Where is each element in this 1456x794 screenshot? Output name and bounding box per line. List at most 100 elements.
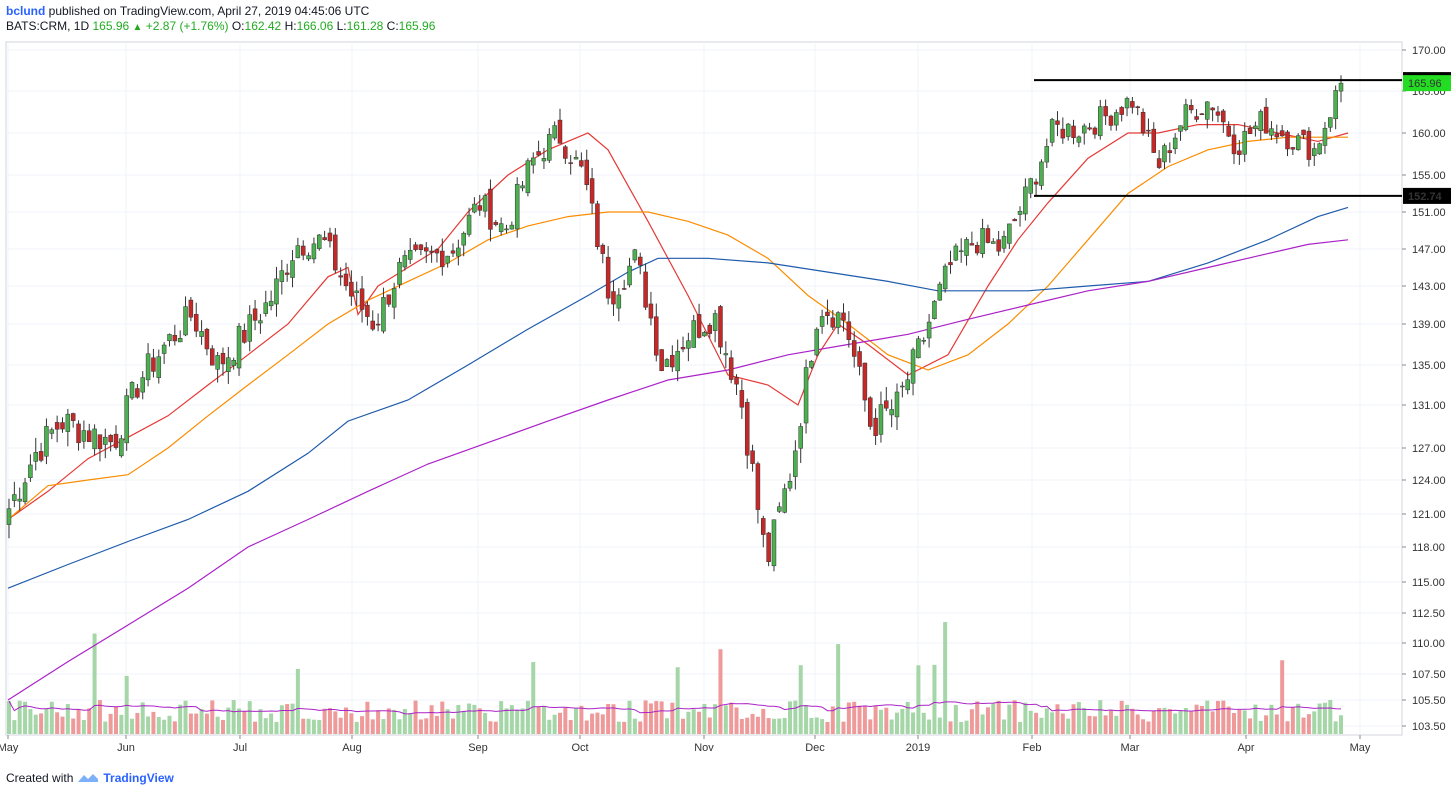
candle-body <box>365 304 370 317</box>
volume-bar <box>402 708 407 734</box>
price-axis[interactable]: 170.00165.00160.00155.00151.00147.00143.… <box>1402 45 1451 733</box>
candle-body <box>563 146 568 159</box>
candle-body <box>38 451 44 461</box>
volume-bar <box>541 706 546 734</box>
volume-bar <box>499 701 504 734</box>
volume-bar <box>317 719 322 734</box>
candle-body <box>1258 111 1264 131</box>
volume-bar <box>659 701 664 734</box>
volume-bar <box>681 718 686 734</box>
candle-body <box>1092 127 1098 135</box>
volume-bar <box>1306 714 1311 734</box>
candle-body <box>86 430 92 443</box>
volume-bar <box>1328 700 1333 734</box>
volume-bar <box>664 718 669 734</box>
volume-bar <box>220 719 225 734</box>
volume-bar <box>1087 715 1092 734</box>
candle-body <box>771 519 777 567</box>
candle-body <box>1290 147 1296 150</box>
candle-body <box>985 228 991 243</box>
y-tick-label: 118.00 <box>1412 542 1445 554</box>
candle-body <box>643 271 648 308</box>
grid <box>5 41 1403 736</box>
candle-body <box>996 239 1001 252</box>
candle-body <box>878 404 884 435</box>
volume-bar <box>1322 702 1327 734</box>
volume-bar <box>413 700 418 734</box>
volume-bar <box>991 703 996 734</box>
volume-bar <box>504 708 509 734</box>
volume-bar <box>1007 704 1012 734</box>
candle-body <box>402 255 408 268</box>
candle-body <box>637 256 643 266</box>
candle-body <box>793 450 798 477</box>
volume-bar <box>76 709 81 734</box>
volume-bar <box>55 712 60 734</box>
candle-body <box>884 400 889 409</box>
volume-bar <box>766 718 771 734</box>
volume-bar <box>568 720 573 734</box>
candle-body <box>124 395 129 444</box>
candle-body <box>691 320 696 348</box>
volume-bar <box>1194 704 1199 734</box>
candle-body <box>803 367 809 424</box>
volume-bar <box>167 715 172 734</box>
volume-bar <box>648 703 653 734</box>
volume-bar <box>611 704 616 734</box>
volume-bar <box>980 714 985 734</box>
tradingview-brand[interactable]: TradingView <box>103 771 174 785</box>
candle-body <box>1263 106 1269 134</box>
volume-bar <box>493 721 498 734</box>
resistance-support-lines <box>1034 79 1402 197</box>
candle-body <box>199 331 204 337</box>
candle-body <box>584 159 589 185</box>
price-chart[interactable]: 170.00165.00160.00155.00151.00147.00143.… <box>0 38 1456 768</box>
volume-bar <box>445 709 450 734</box>
candle-body <box>696 314 702 338</box>
author-link[interactable]: bclund <box>6 4 46 18</box>
candle-body <box>263 302 269 314</box>
volume-bar <box>1248 718 1253 734</box>
candle-body <box>1023 186 1028 215</box>
y-tick-label: 135.00 <box>1412 360 1446 372</box>
candle-body <box>1124 98 1130 109</box>
candle-body <box>327 232 333 242</box>
volume-bar <box>702 703 707 734</box>
candle-body <box>1274 133 1280 138</box>
candle-body <box>514 183 520 230</box>
volume-bar <box>798 665 803 734</box>
y-tick-label: 124.00 <box>1412 475 1446 487</box>
candle-body <box>1151 128 1157 153</box>
moving-averages <box>7 124 1349 701</box>
candle-body <box>1076 136 1082 143</box>
candle-body <box>680 346 686 350</box>
volume-bar <box>1269 704 1274 734</box>
volume-bar <box>156 717 161 734</box>
time-axis[interactable]: May Jun Jul Aug Sep Oct Nov Dec 2019 Feb Mar Apr May <box>0 735 1371 754</box>
volume-bar <box>1221 700 1226 734</box>
volume-bar <box>1125 704 1130 734</box>
volume-bar <box>841 721 846 734</box>
candle-body <box>1119 107 1124 115</box>
volume-bar <box>1237 709 1242 734</box>
volume-bar <box>921 712 926 734</box>
volume-bar <box>627 700 632 734</box>
candle-body <box>145 353 151 381</box>
volume-bar <box>1114 715 1119 734</box>
candle-body <box>851 340 857 357</box>
volume-bar <box>23 701 28 734</box>
volume-bar <box>210 700 215 734</box>
candle-body <box>1237 150 1242 155</box>
candle-body <box>1007 223 1012 244</box>
volume-bar <box>900 708 905 734</box>
volume-bar <box>905 701 910 734</box>
volume-bar <box>1178 710 1183 734</box>
volume-bar <box>290 703 295 734</box>
x-tick-label: Feb <box>1023 742 1042 754</box>
volume-bar <box>488 721 493 734</box>
volume-bar <box>418 719 423 734</box>
candle-body <box>113 433 119 448</box>
y-tick-label: 170.00 <box>1412 45 1446 57</box>
volume-bar <box>734 707 739 734</box>
volume-bar <box>1108 710 1113 734</box>
